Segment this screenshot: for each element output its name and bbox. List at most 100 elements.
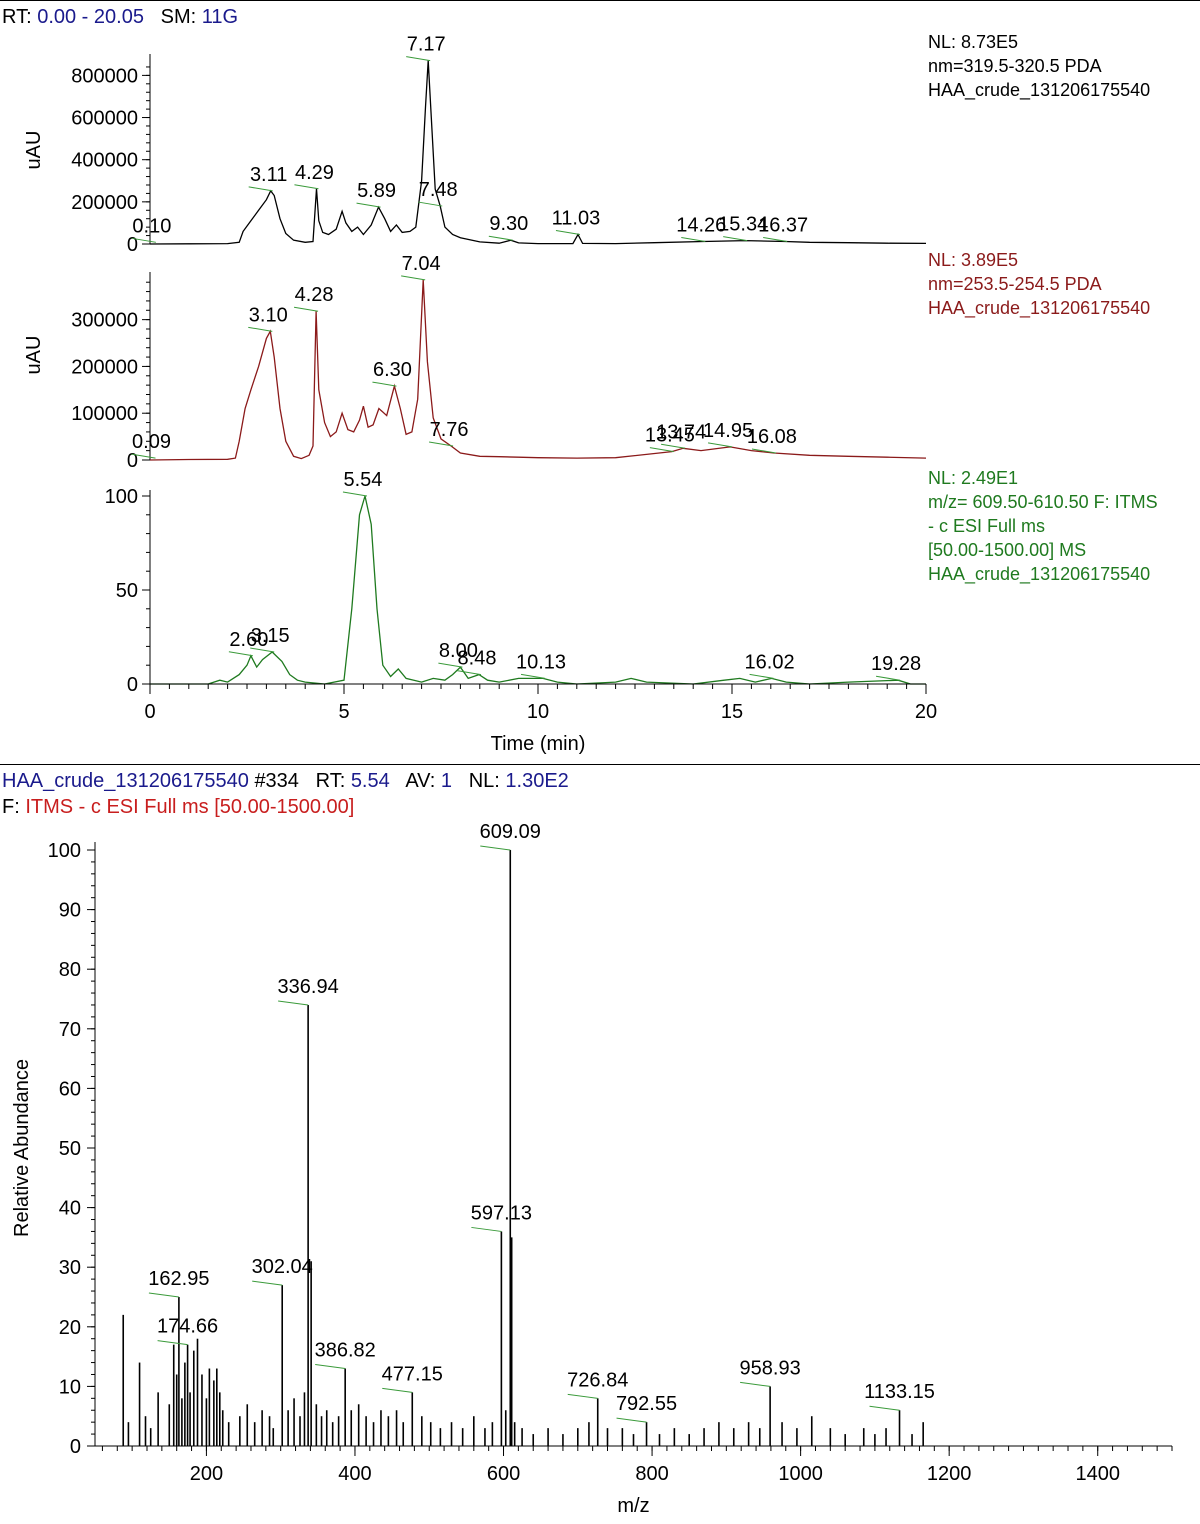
trace-1-y-tick-label: 800000 (71, 65, 138, 87)
trace-1-file: HAA_crude_131206175540 (928, 80, 1151, 100)
trace-1-y-axis-label: uAU (23, 131, 45, 170)
ms-peak-label: 162.95 (148, 1268, 209, 1290)
trace-1-peak-leader (681, 236, 706, 242)
trace-1-nl: NL: 8.73E5 (928, 32, 1019, 52)
trace-1-line (149, 60, 927, 245)
trace-2-peak-label: 14.95 (703, 420, 753, 442)
trace-1-peak-label: 9.30 (489, 213, 528, 235)
trace-1-y-tick-label: 0 (127, 234, 138, 256)
ms-y-tick-label: 10 (59, 1376, 81, 1398)
ms-x-tick-label: 1000 (778, 1463, 823, 1485)
ms-peak-label: 174.66 (157, 1316, 218, 1338)
trace-2-peak-leader (661, 443, 686, 449)
trace-1-peak-label: 3.11 (250, 164, 287, 186)
section-divider (0, 764, 1200, 765)
rt-range: 0.00 - 20.05 (37, 6, 144, 28)
ms-peak-leader (157, 1340, 188, 1346)
time-x-tick-label: 15 (721, 701, 743, 723)
trace-1-peak-leader (488, 235, 513, 241)
trace-2-peak-label: 13.74 (656, 421, 706, 443)
trace-1-peak-label: 7.48 (419, 179, 458, 201)
ms-peak-label: 597.13 (471, 1202, 532, 1224)
trace-2-peak-leader (248, 326, 273, 332)
trace-1-peak-label: 4.29 (295, 162, 334, 184)
trace-3-peak-label: 16.02 (745, 651, 795, 673)
trace-2-peak-label: 7.76 (430, 419, 469, 441)
ms-y-tick-label: 40 (59, 1198, 81, 1220)
ms-y-tick-label: 80 (59, 959, 81, 981)
trace-1-peak-leader (418, 201, 443, 207)
ms-y-tick-label: 70 (59, 1019, 81, 1041)
trace-1-y-tick-label: 400000 (71, 150, 138, 172)
time-x-tick-label: 10 (527, 701, 549, 723)
trace-3-range: [50.00-1500.00] MS (928, 540, 1087, 560)
trace-3-peak-label: 2.60 (229, 629, 268, 651)
trace-1-peak-leader (356, 202, 381, 208)
ms-peak-leader (740, 1381, 771, 1387)
trace-1-peak-leader (294, 184, 319, 190)
trace-3-peak-leader (875, 675, 901, 681)
ms-y-tick-label: 0 (70, 1436, 81, 1458)
trace-1-peak-leader (763, 236, 788, 242)
trace-2-y-tick-label: 300000 (71, 310, 138, 332)
trace-3-peak-label: 8.00 (439, 640, 478, 662)
trace-2-peak-leader (751, 448, 776, 454)
trace-1-y-tick-label: 200000 (71, 192, 138, 214)
trace-1-filter: nm=319.5-320.5 PDA (928, 56, 1102, 76)
spectrum-rt-value: 5.54 (350, 770, 390, 792)
trace-3-file: HAA_crude_131206175540 (928, 564, 1151, 584)
ms-peak-leader (471, 1226, 502, 1232)
ms-peak-label: 1133.15 (864, 1381, 935, 1403)
ms-peak-label: 477.15 (382, 1363, 443, 1385)
trace-3-peak-label: 8.48 (458, 648, 497, 670)
time-x-axis-label: Time (min) (491, 733, 586, 755)
ms-peak-leader (480, 845, 511, 851)
trace-3-nl: NL: 2.49E1 (928, 468, 1019, 488)
ms-peak-leader (869, 1405, 900, 1411)
trace-3-line (150, 495, 926, 685)
ms-peak-label: 302.04 (252, 1256, 313, 1278)
trace-1-peak-label: 14.26 (676, 214, 726, 236)
ms-y-tick-label: 50 (59, 1138, 81, 1160)
ms-x-tick-label: 1400 (1075, 1463, 1120, 1485)
trace-2-y-tick-label: 0 (127, 450, 138, 472)
sm-label: SM: (160, 6, 197, 28)
trace-2-filter: nm=253.5-254.5 PDA (928, 274, 1102, 294)
trace-2-peak-label: 6.30 (373, 359, 412, 381)
trace-3-peak-leader (228, 651, 253, 657)
trace-2-peak-leader (649, 447, 674, 453)
trace-2-peak-leader (372, 381, 397, 387)
ms-y-tick-label: 100 (48, 840, 81, 862)
trace-2-peak-leader (293, 306, 319, 312)
ms-x-axis-label: m/z (617, 1495, 649, 1517)
trace-1-peak-leader (248, 186, 273, 192)
spectrum-av-label: AV: (405, 770, 436, 792)
ms-peak-leader (148, 1292, 179, 1298)
ms-peak-label: 792.55 (616, 1393, 677, 1415)
ms-peak-label: 609.09 (480, 821, 541, 843)
trace-3-peak-label: 5.54 (343, 469, 382, 491)
trace-2-meta: NL: 3.89E5 nm=253.5-254.5 PDA HAA_crude_… (928, 248, 1150, 320)
trace-3-peak-label: 3.15 (251, 625, 290, 647)
spectrum-file: HAA_crude_131206175540 (2, 770, 249, 792)
trace-3-peak-leader (520, 673, 546, 679)
ms-y-tick-label: 20 (59, 1317, 81, 1339)
trace-2-peak-label: 3.10 (249, 304, 288, 326)
ms-x-tick-label: 200 (190, 1463, 223, 1485)
trace-1-peak-label: 11.03 (552, 208, 601, 230)
rt-label: RT: (2, 6, 32, 28)
ms-y-axis-label: Relative Abundance (11, 1059, 33, 1237)
ms-peak-label: 386.82 (315, 1340, 376, 1362)
trace-1-meta: NL: 8.73E5 nm=319.5-320.5 PDA HAA_crude_… (928, 30, 1150, 102)
trace-1-peak-label: 7.17 (407, 34, 446, 56)
trace-3-peak-label: 10.13 (516, 651, 566, 673)
trace-1-peak-label: 16.37 (758, 214, 808, 236)
trace-3-peak-leader (749, 673, 774, 679)
ms-peak-leader (616, 1417, 647, 1423)
spectrum-scan: #334 (254, 770, 299, 792)
trace-2-peak-leader (401, 275, 426, 281)
trace-2-file: HAA_crude_131206175540 (928, 298, 1151, 318)
time-x-tick-label: 20 (915, 701, 937, 723)
